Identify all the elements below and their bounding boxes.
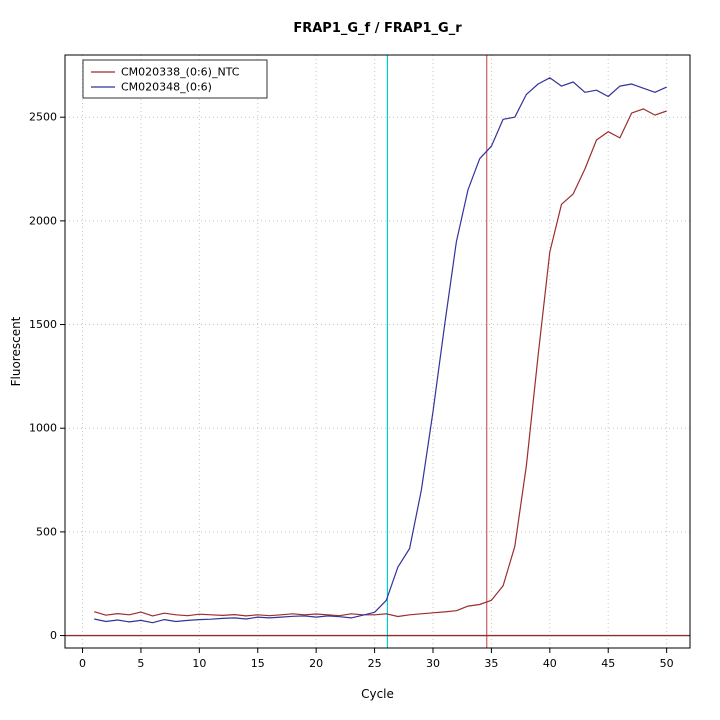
y-tick-label: 2500 bbox=[29, 111, 57, 124]
y-tick-label: 2000 bbox=[29, 214, 57, 227]
legend-label-cm020348: CM020348_(0:6) bbox=[121, 81, 212, 94]
plot-border bbox=[64, 54, 691, 649]
x-tick-label: 20 bbox=[309, 657, 323, 670]
x-tick-label: 0 bbox=[79, 657, 86, 670]
x-tick-label: 50 bbox=[660, 657, 674, 670]
x-tick-label: 35 bbox=[484, 657, 498, 670]
x-tick-label: 30 bbox=[426, 657, 440, 670]
legend-box bbox=[82, 59, 268, 99]
series-line-cm020348 bbox=[94, 77, 667, 624]
x-axis-label: Cycle bbox=[361, 687, 394, 701]
x-tick-label: 5 bbox=[137, 657, 144, 670]
y-tick-label: 0 bbox=[50, 629, 57, 642]
x-tick-label: 15 bbox=[251, 657, 265, 670]
legend-label-cm020338-ntc: CM020338_(0:6)_NTC bbox=[121, 66, 240, 79]
x-tick-label: 40 bbox=[543, 657, 557, 670]
y-axis-label: Fluorescent bbox=[9, 316, 23, 386]
x-tick-label: 10 bbox=[192, 657, 206, 670]
series-line-cm020338-ntc bbox=[94, 108, 667, 618]
y-tick-label: 1000 bbox=[29, 422, 57, 435]
y-tick-label: 500 bbox=[36, 525, 57, 538]
chart-title: FRAP1_G_f / FRAP1_G_r bbox=[293, 21, 462, 36]
y-tick-label: 1500 bbox=[29, 318, 57, 331]
x-tick-label: 25 bbox=[368, 657, 382, 670]
x-tick-label: 45 bbox=[601, 657, 615, 670]
